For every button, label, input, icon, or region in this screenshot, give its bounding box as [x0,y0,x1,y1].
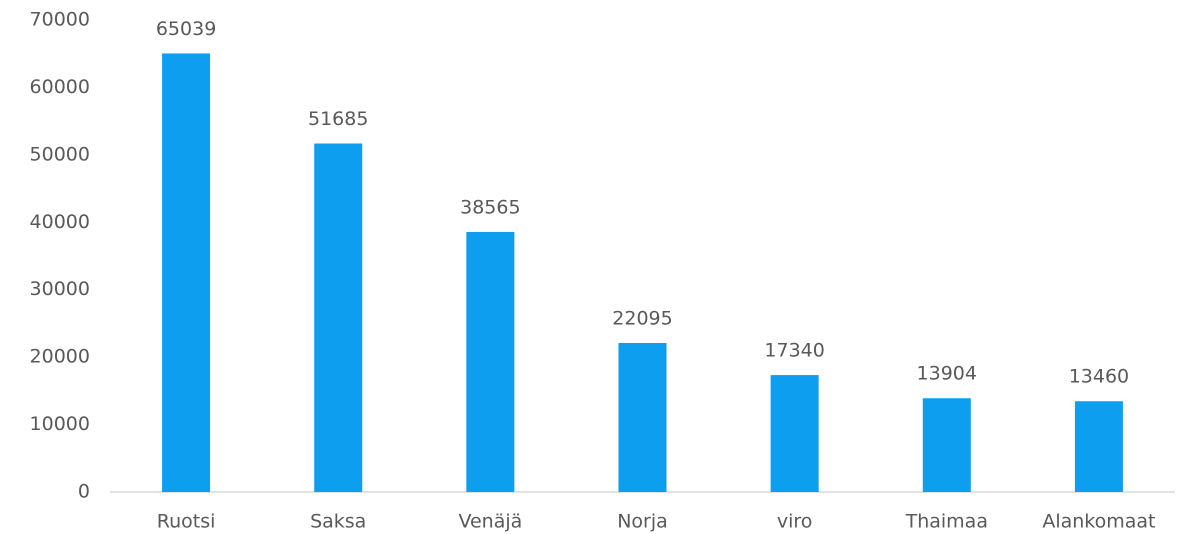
y-tick-label: 10000 [30,413,90,435]
data-label: 13460 [1069,366,1129,388]
x-tick-label: Norja [617,511,668,533]
data-label: 22095 [612,308,672,330]
y-tick-label: 20000 [30,346,90,368]
x-tick-label: Ruotsi [157,511,216,533]
data-label: 51685 [308,108,368,130]
x-tick-label: Venäjä [458,511,522,533]
x-tick-label: Saksa [310,511,366,533]
y-tick-label: 50000 [30,143,90,165]
x-tick-label: Thaimaa [905,511,988,533]
y-tick-label: 60000 [30,76,90,98]
data-label: 17340 [764,340,824,362]
y-tick-label: 0 [78,481,90,503]
bar [314,143,363,492]
y-tick-label: 30000 [30,278,90,300]
y-tick-label: 40000 [30,211,90,233]
bar [1074,401,1123,492]
bar [162,53,211,492]
x-tick-label: Alankomaat [1042,511,1155,533]
bar [466,231,515,492]
bar [618,343,667,492]
bar [770,375,819,492]
data-label: 65039 [156,18,216,40]
data-label: 13904 [917,363,977,385]
x-tick-label: viro [777,511,813,533]
y-tick-label: 70000 [30,9,90,31]
data-label: 38565 [460,196,520,218]
bar [922,398,971,492]
